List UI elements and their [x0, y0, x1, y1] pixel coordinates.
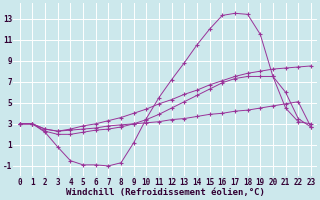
X-axis label: Windchill (Refroidissement éolien,°C): Windchill (Refroidissement éolien,°C)	[66, 188, 265, 197]
